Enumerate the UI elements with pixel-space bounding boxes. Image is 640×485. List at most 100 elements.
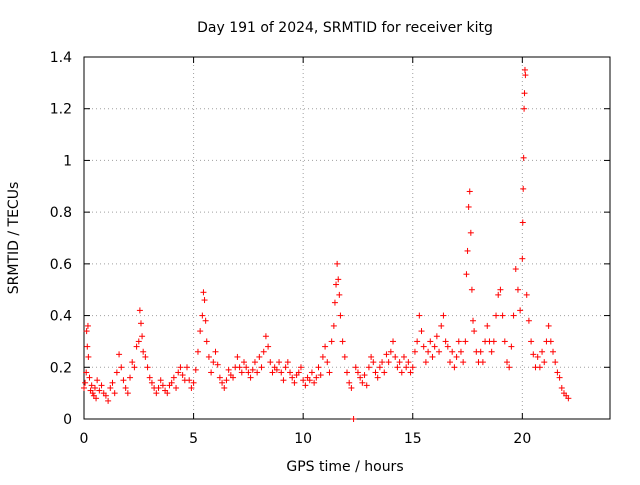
data-point — [127, 374, 134, 381]
data-point — [552, 359, 559, 366]
data-point — [425, 348, 432, 355]
data-point — [396, 359, 403, 366]
data-point — [499, 312, 506, 319]
data-point — [223, 377, 230, 384]
data-point — [528, 338, 535, 345]
data-point — [85, 353, 92, 360]
data-point — [394, 364, 401, 371]
data-point — [201, 297, 208, 304]
data-point — [541, 359, 548, 366]
data-point — [370, 359, 377, 366]
data-point — [216, 374, 223, 381]
data-point — [287, 369, 294, 376]
axis-ticks: 0 5 10 15 20 0 0.2 0.4 0.6 0.8 1 1.2 1.4 — [50, 50, 610, 447]
data-point — [278, 369, 285, 376]
data-point — [311, 379, 318, 386]
data-point — [140, 348, 147, 355]
data-point — [251, 359, 258, 366]
data-point — [322, 343, 329, 350]
data-point — [265, 343, 272, 350]
plot-area-border — [83, 56, 611, 420]
data-point — [302, 382, 309, 389]
data-point — [335, 276, 342, 283]
data-point — [477, 348, 484, 355]
x-axis-label: GPS time / hours — [286, 459, 403, 475]
data-point — [468, 286, 475, 293]
data-point — [387, 348, 394, 355]
data-point — [497, 286, 504, 293]
data-point — [365, 364, 372, 371]
data-point — [466, 188, 473, 195]
data-point — [105, 397, 112, 404]
data-point — [398, 369, 405, 376]
data-point — [547, 338, 554, 345]
data-point — [383, 351, 390, 358]
data-point — [317, 372, 324, 379]
data-point — [133, 343, 140, 350]
data-point — [93, 395, 100, 402]
data-point — [107, 384, 114, 391]
data-point — [565, 395, 572, 402]
data-point — [554, 369, 561, 376]
data-point — [258, 364, 265, 371]
data-point — [462, 338, 469, 345]
data-point — [212, 348, 219, 355]
x-tick-label: 5 — [189, 431, 198, 447]
data-point — [536, 364, 543, 371]
grid-lines — [84, 57, 610, 419]
data-point — [418, 328, 425, 335]
data-point — [506, 364, 513, 371]
data-point — [179, 372, 186, 379]
data-point — [523, 291, 530, 298]
data-point — [550, 348, 557, 355]
data-point — [88, 382, 95, 389]
data-point — [465, 203, 472, 210]
data-point — [438, 322, 445, 329]
data-point — [173, 384, 180, 391]
data-point — [324, 359, 331, 366]
data-point — [214, 361, 221, 368]
data-point — [520, 185, 527, 192]
data-point — [267, 359, 274, 366]
data-point — [83, 369, 90, 376]
data-point — [333, 281, 340, 288]
data-point — [142, 353, 149, 360]
data-point — [190, 379, 197, 386]
data-point — [177, 364, 184, 371]
data-point — [249, 366, 256, 373]
data-point — [431, 343, 438, 350]
data-point — [451, 364, 458, 371]
data-point — [243, 364, 250, 371]
data-point — [157, 377, 164, 384]
data-point — [374, 374, 381, 381]
data-point — [168, 379, 175, 386]
data-point — [240, 359, 247, 366]
data-point — [284, 359, 291, 366]
data-point — [330, 322, 337, 329]
data-point — [357, 374, 364, 381]
data-point — [199, 312, 206, 319]
data-point — [521, 66, 528, 73]
data-point — [280, 377, 287, 384]
data-point — [153, 390, 160, 397]
data-point — [368, 353, 375, 360]
data-point — [545, 322, 552, 329]
data-point — [230, 374, 237, 381]
data-point — [405, 359, 412, 366]
data-point — [514, 286, 521, 293]
data-point — [522, 72, 529, 79]
data-point — [328, 338, 335, 345]
data-point — [512, 266, 519, 273]
data-point — [135, 338, 142, 345]
data-point — [96, 387, 103, 394]
data-point — [326, 369, 333, 376]
data-point — [111, 390, 118, 397]
data-point — [385, 359, 392, 366]
data-point — [308, 369, 315, 376]
data-point — [460, 359, 467, 366]
data-point — [390, 338, 397, 345]
data-point — [334, 260, 341, 267]
data-point — [440, 312, 447, 319]
y-tick-label: 1.2 — [50, 102, 72, 118]
data-point — [556, 374, 563, 381]
